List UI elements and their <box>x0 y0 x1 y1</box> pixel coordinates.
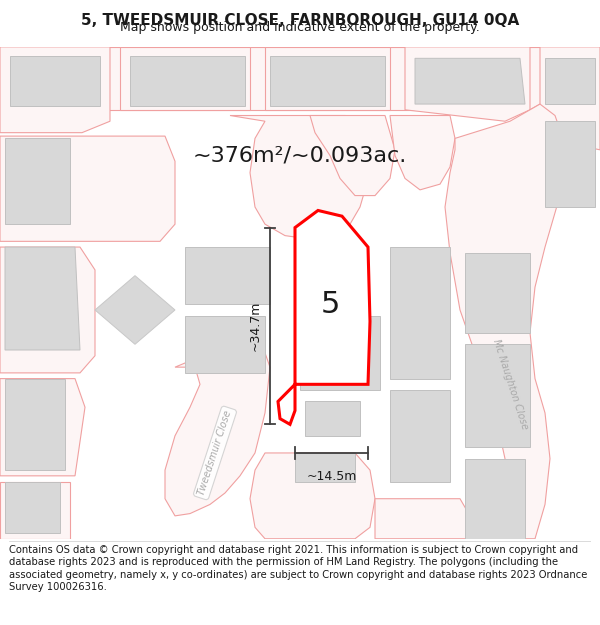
Polygon shape <box>5 379 65 470</box>
Polygon shape <box>545 121 595 207</box>
Polygon shape <box>465 253 530 333</box>
Polygon shape <box>390 247 450 379</box>
Polygon shape <box>278 211 370 424</box>
Polygon shape <box>165 339 270 516</box>
Polygon shape <box>0 47 600 110</box>
Polygon shape <box>445 104 565 539</box>
Polygon shape <box>95 276 175 344</box>
Polygon shape <box>5 247 80 350</box>
Text: 5: 5 <box>320 290 340 319</box>
Polygon shape <box>0 481 70 539</box>
Polygon shape <box>295 453 355 481</box>
Polygon shape <box>0 136 175 241</box>
Text: Tweedsmuir Close: Tweedsmuir Close <box>197 409 233 497</box>
Polygon shape <box>185 247 270 304</box>
Polygon shape <box>465 344 530 447</box>
Polygon shape <box>390 116 455 190</box>
Polygon shape <box>265 47 390 110</box>
Text: ~376m²/~0.093ac.: ~376m²/~0.093ac. <box>193 146 407 166</box>
Polygon shape <box>5 481 60 533</box>
Polygon shape <box>0 379 85 476</box>
Polygon shape <box>305 401 360 436</box>
Polygon shape <box>530 47 600 150</box>
Text: Contains OS data © Crown copyright and database right 2021. This information is : Contains OS data © Crown copyright and d… <box>9 545 587 592</box>
Polygon shape <box>545 58 595 104</box>
Text: Mc Naughton Close: Mc Naughton Close <box>491 338 529 431</box>
Polygon shape <box>185 316 265 373</box>
Polygon shape <box>375 499 470 539</box>
Polygon shape <box>300 316 380 390</box>
Text: ~14.5m: ~14.5m <box>307 470 356 483</box>
Polygon shape <box>415 58 525 104</box>
Text: Map shows position and indicative extent of the property.: Map shows position and indicative extent… <box>120 21 480 34</box>
Polygon shape <box>0 247 95 373</box>
Polygon shape <box>0 47 110 132</box>
Polygon shape <box>310 116 395 196</box>
Polygon shape <box>5 138 70 224</box>
Polygon shape <box>10 56 100 106</box>
Polygon shape <box>230 116 370 239</box>
Polygon shape <box>465 459 525 539</box>
Polygon shape <box>405 47 530 121</box>
Polygon shape <box>390 390 450 481</box>
Text: ~34.7m: ~34.7m <box>249 301 262 351</box>
Polygon shape <box>130 56 245 106</box>
Polygon shape <box>250 453 375 539</box>
Text: 5, TWEEDSMUIR CLOSE, FARNBOROUGH, GU14 0QA: 5, TWEEDSMUIR CLOSE, FARNBOROUGH, GU14 0… <box>81 13 519 28</box>
Polygon shape <box>270 56 385 106</box>
Polygon shape <box>120 47 250 110</box>
